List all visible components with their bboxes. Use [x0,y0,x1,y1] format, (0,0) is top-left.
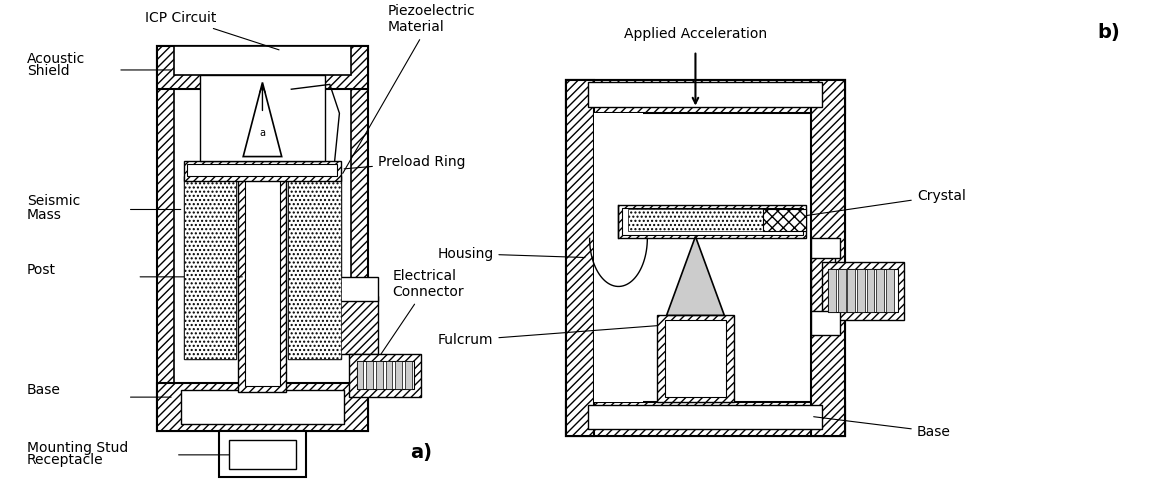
Bar [366,361,373,389]
Bar [566,80,845,113]
Bar [386,361,393,389]
Bar [395,361,402,389]
Text: Mounting Stud: Mounting Stud [27,441,127,455]
Text: b): b) [1098,23,1121,42]
Bar [622,207,803,235]
Bar [829,269,836,312]
Bar [188,164,337,176]
Text: Fulcrum: Fulcrum [438,325,664,347]
Bar [181,390,344,424]
Bar [330,277,378,301]
Bar [811,238,840,258]
Text: Mass: Mass [27,208,61,222]
Bar [289,176,342,359]
Bar [838,269,846,312]
Bar [174,46,351,75]
Bar [228,441,296,469]
Polygon shape [666,236,724,315]
Bar [199,75,325,162]
Bar [183,176,236,359]
Bar [566,80,595,436]
Bar [245,121,279,386]
Bar [183,176,236,359]
Bar [829,269,897,312]
Bar [763,209,807,231]
Text: Housing: Housing [437,246,585,261]
Bar [867,269,874,312]
Bar [588,405,823,429]
Bar [588,82,823,106]
Text: Receptacle: Receptacle [27,453,103,468]
Bar [876,269,884,312]
Text: Acoustic: Acoustic [27,52,85,66]
Text: Piezoelectric
Material: Piezoelectric Material [343,4,475,173]
Bar [811,310,840,335]
Bar [657,315,734,402]
Text: Crystal: Crystal [785,189,965,219]
Text: Electrical
Connector: Electrical Connector [379,269,464,356]
Bar [156,46,369,89]
Bar [664,320,727,397]
Bar [349,354,421,397]
Bar [156,46,369,431]
Bar [823,263,904,320]
Text: a: a [260,127,265,138]
Text: Post: Post [27,263,56,277]
Bar [156,383,369,431]
Text: a): a) [410,443,432,462]
Text: Shield: Shield [27,64,70,78]
Bar [811,80,845,436]
Bar [340,296,378,354]
Bar [847,269,855,312]
Bar [566,80,845,436]
Text: Base: Base [27,383,60,397]
Bar [357,361,364,389]
Bar [628,209,792,231]
Text: Applied Acceleration: Applied Acceleration [624,27,767,41]
Bar [588,102,823,414]
Bar [289,176,342,359]
Bar [619,204,807,238]
Bar [566,402,845,436]
Bar [376,361,382,389]
Text: ICP Circuit: ICP Circuit [145,11,279,50]
Bar [357,361,415,389]
Bar [239,113,286,392]
Text: Base: Base [814,417,950,439]
Text: Preload Ring: Preload Ring [344,155,466,169]
Bar [595,113,642,402]
Text: Seismic: Seismic [27,194,80,208]
Bar [219,431,306,477]
Bar [811,253,834,330]
Bar [174,63,351,419]
Bar [858,269,865,312]
Bar [885,269,894,312]
Bar [183,162,342,181]
Bar [404,361,411,389]
